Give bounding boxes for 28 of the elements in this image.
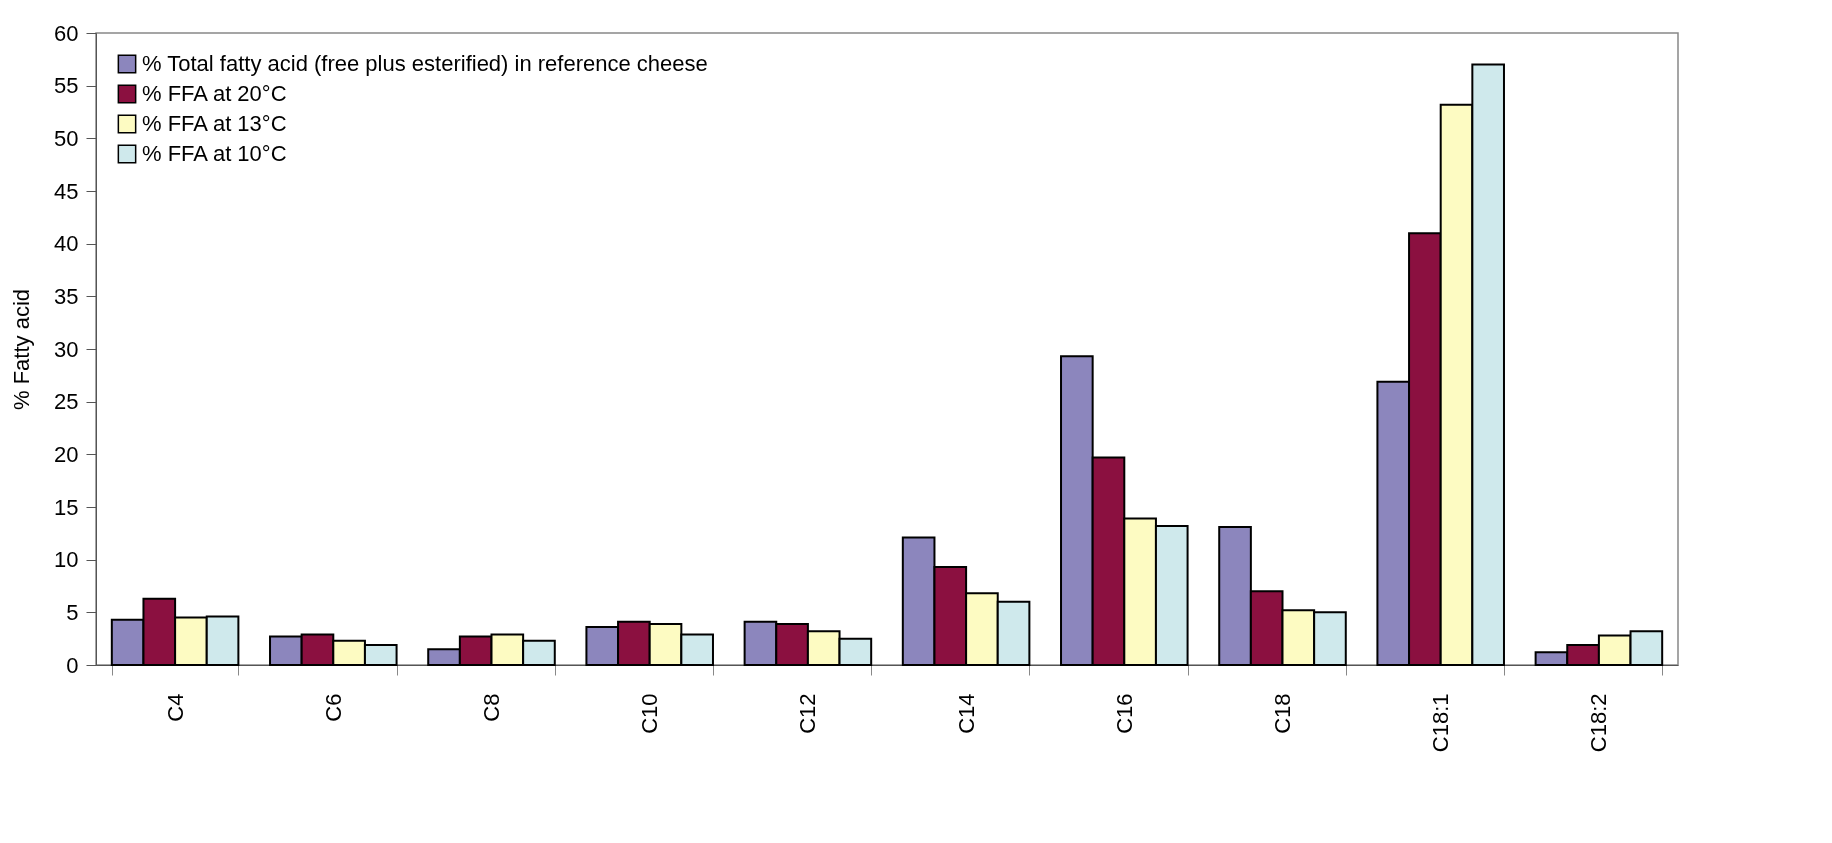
legend-label: % Total fatty acid (free plus esterified) in reference cheese bbox=[142, 51, 708, 76]
y-tick-label: 55 bbox=[54, 73, 79, 99]
y-tick-label: 40 bbox=[54, 231, 79, 257]
legend-label: % FFA at 20°C bbox=[142, 81, 287, 106]
x-tick-label: C12 bbox=[795, 693, 821, 734]
x-tick-label: C18:1 bbox=[1428, 693, 1454, 753]
legend-label: % FFA at 10°C bbox=[142, 141, 287, 166]
x-tick-label: C6 bbox=[320, 693, 346, 722]
y-tick-label: 15 bbox=[54, 494, 79, 520]
x-tick-label: C10 bbox=[637, 693, 663, 734]
x-tick-label: C18 bbox=[1270, 693, 1295, 734]
y-tick-label: 5 bbox=[66, 599, 79, 625]
y-tick-label: 50 bbox=[54, 125, 79, 151]
y-tick-label: 60 bbox=[54, 20, 79, 46]
y-tick-label: 0 bbox=[66, 652, 79, 678]
x-tick-label: C8 bbox=[479, 693, 504, 722]
x-tick-label: C16 bbox=[1111, 693, 1137, 734]
y-axis-title: % Fatty acid bbox=[9, 288, 35, 411]
y-tick-label: 30 bbox=[54, 336, 79, 362]
x-tick-label: C14 bbox=[953, 693, 979, 734]
y-tick-label: 20 bbox=[54, 441, 79, 467]
x-tick-label: C4 bbox=[162, 693, 188, 722]
legend-label: % FFA at 13°C bbox=[142, 111, 287, 136]
y-tick-label: 45 bbox=[54, 178, 79, 204]
y-tick-label: 25 bbox=[54, 389, 79, 415]
y-tick-label: 35 bbox=[54, 283, 79, 309]
y-tick-label: 10 bbox=[54, 547, 79, 573]
x-tick-label: C18:2 bbox=[1586, 693, 1612, 753]
